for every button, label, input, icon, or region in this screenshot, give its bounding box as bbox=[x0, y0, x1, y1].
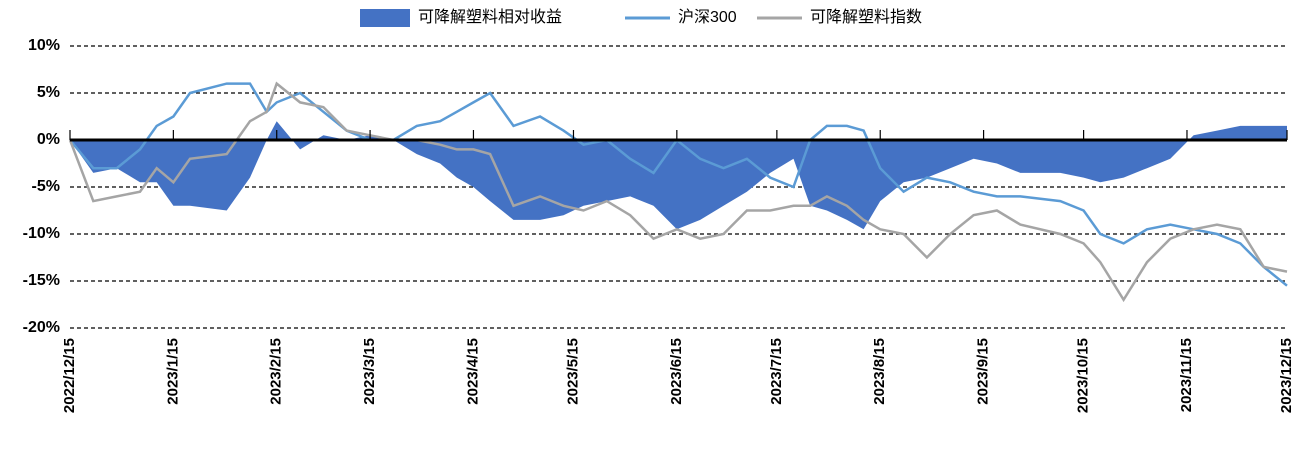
y-tick-label: 0% bbox=[37, 131, 60, 148]
x-tick-label: 2023/2/15 bbox=[268, 338, 285, 405]
x-tick-label: 2023/7/15 bbox=[768, 338, 785, 405]
x-tick-label: 2023/11/15 bbox=[1178, 338, 1195, 412]
y-tick-label: -15% bbox=[23, 272, 60, 289]
x-tick-label: 2022/12/15 bbox=[61, 338, 78, 413]
x-tick-label: 2023/10/15 bbox=[1075, 338, 1092, 413]
x-tick-label: 2023/5/15 bbox=[564, 338, 581, 405]
area bbox=[70, 121, 1287, 230]
y-tick-label: -5% bbox=[32, 178, 60, 195]
x-tick-label: 2023/8/15 bbox=[871, 338, 888, 405]
x-tick-label: 2023/12/15 bbox=[1278, 338, 1295, 413]
y-tick-label: -10% bbox=[23, 225, 60, 242]
legend-label: 可降解塑料相对收益 bbox=[418, 8, 562, 26]
y-tick-label: 10% bbox=[28, 37, 60, 54]
y-tick-label: 5% bbox=[37, 84, 60, 101]
legend-label: 可降解塑料指数 bbox=[810, 8, 922, 26]
x-tick-label: 2023/4/15 bbox=[464, 338, 481, 405]
legend-swatch bbox=[360, 9, 410, 27]
x-tick-label: 2023/1/15 bbox=[164, 338, 181, 405]
x-tick-label: 2023/6/15 bbox=[668, 338, 685, 405]
legend-label: 沪深300 bbox=[678, 8, 737, 26]
x-tick-label: 2023/9/15 bbox=[975, 338, 992, 405]
x-tick-label: 2023/3/15 bbox=[361, 338, 378, 405]
y-tick-label: -20% bbox=[23, 319, 60, 336]
line bbox=[68, 81, 1288, 303]
